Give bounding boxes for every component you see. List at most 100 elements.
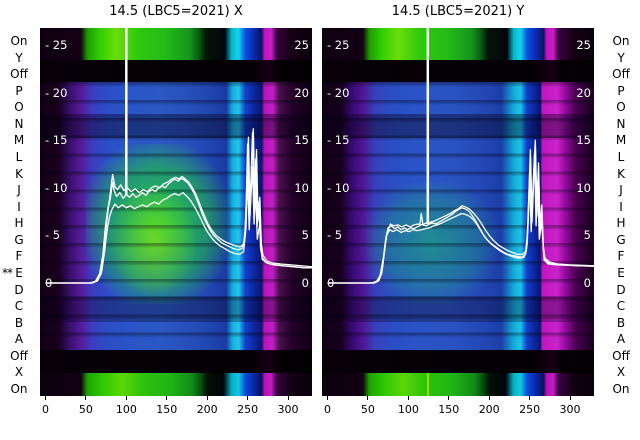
y-tick-right-20: 20 [294,85,309,100]
y-tick-left-25: - 25 [45,38,68,52]
row-label-n-5: N [14,116,24,131]
y-tick-right-20: 20 [576,85,591,100]
spectrogram-main-region [322,82,594,350]
spectrogram-dark-row [40,114,312,138]
row-label-y-1: Y [617,50,625,65]
x-tick-label-100: 100 [115,403,137,416]
x-tick-mark-200 [206,396,208,400]
bottom-band-marker-line [427,373,429,396]
row-label-f-13: F [15,249,23,264]
x-tick-label-50: 50 [360,403,375,416]
row-label-e-14: E [15,265,23,280]
x-tick-label-150: 150 [156,403,178,416]
x-tick-label-300: 300 [277,403,299,416]
row-label-k-8: K [15,166,23,181]
y-tick-left-25: - 25 [327,38,350,52]
spectrogram-dark-row [40,296,312,322]
row-label-p-3: P [617,83,625,98]
row-label-on-21: On [612,381,630,396]
x-axis-panel-y: 0 50 100 150 200 250 300 [322,396,612,424]
x-tick-mark-200 [488,396,490,400]
row-label-j-9: J [619,183,623,198]
spectrogram-top-band [322,28,594,60]
profile-overlay-y [327,28,594,284]
row-label-off-19: Off [10,348,28,363]
x-tick-mark-0 [327,396,328,400]
row-label-off-2: Off [612,67,630,82]
x-tick-label-0: 0 [324,403,331,416]
x-tick-label-300: 300 [559,403,581,416]
spectrogram-off-band-bottom [322,350,594,373]
row-label-x-20: X [14,365,24,380]
row-label-d-15: D [616,282,626,297]
profile-trace-2 [327,152,594,284]
spectrogram-bottom-band [322,373,594,396]
x-tick-label-200: 200 [478,403,500,416]
y-tick-left-20: - 20 [45,85,68,100]
profile-overlay-x [45,28,312,284]
x-axis-panel-x: 0 50 100 150 200 250 300 [40,396,330,424]
row-label-l-7: L [617,149,625,164]
row-label-e-14: E [617,265,625,280]
y-tick-right-5: 5 [583,228,591,243]
y-tick-left-5: - 5 [327,228,343,243]
x-tick-label-0: 0 [42,403,49,416]
row-label-j-9: J [17,183,21,198]
y-tick-left-10: - 10 [45,180,68,195]
row-label-c-16: C [616,299,626,314]
row-label-n-5: N [616,116,626,131]
spectrogram-row-grid [40,82,312,350]
spectrogram-bottom-band [40,373,312,396]
row-labels-right: On Y Off P O N M L K J I H G F E D C B A Off X On [603,28,639,413]
profile-trace-3 [45,128,312,284]
row-label-off-2: Off [10,67,28,82]
row-label-h-11: H [14,216,24,231]
profile-trace-3 [327,139,594,284]
y-tick-right-5: 5 [301,228,309,243]
x-tick-mark-250 [529,396,531,400]
x-tick-label-50: 50 [78,403,93,416]
y-tick-right-0: 0 [301,276,309,290]
row-label-f-13: F [617,249,625,264]
spectrogram-off-band-top [322,60,594,82]
row-label-p-3: P [15,83,23,98]
row-label-b-17: B [14,315,24,330]
row-label-g-12: G [616,232,626,247]
row-label-on-21: On [10,381,28,396]
row-label-d-15: D [14,282,24,297]
row-label-a-18: A [14,332,24,347]
x-tick-mark-0 [45,396,46,400]
spectrogram-off-band-top [40,60,312,82]
row-label-a-18: A [616,332,626,347]
y-tick-left-20: - 20 [327,85,350,100]
spectrogram-row-grid [322,82,594,350]
x-tick-mark-50 [85,396,87,400]
spectrogram-green-region [366,182,496,304]
spectrogram-off-band-bottom [40,350,312,373]
row-label-g-12: G [14,232,24,247]
row-label-m-6: M [615,133,627,148]
row-label-on-0: On [612,34,630,48]
x-tick-mark-100 [407,396,409,400]
y-tick-left-15: - 15 [327,133,350,148]
x-tick-mark-150 [448,396,450,400]
x-tick-mark-300 [569,396,571,400]
row-label-off-19: Off [612,348,630,363]
y-tick-right-10: 10 [576,180,591,195]
row-label-h-11: H [616,216,626,231]
y-tick-right-25: 25 [576,38,591,52]
y-tick-right-0: 0 [583,276,591,290]
spectrogram-top-band [40,28,312,60]
spectrogram-dark-row [322,114,594,138]
spectrogram-main-region [40,82,312,350]
x-tick-label-250: 250 [237,403,259,416]
row-label-y-1: Y [15,50,23,65]
row-label-l-7: L [15,149,23,164]
row-labels-left: On Y Off P O N M L K J I H G F E D C B A Off X On ** [1,28,37,413]
x-tick-mark-250 [247,396,249,400]
y-tick-right-15: 15 [294,133,309,148]
panel-x-title: 14.5 (LBC5=2021) X [109,4,243,19]
